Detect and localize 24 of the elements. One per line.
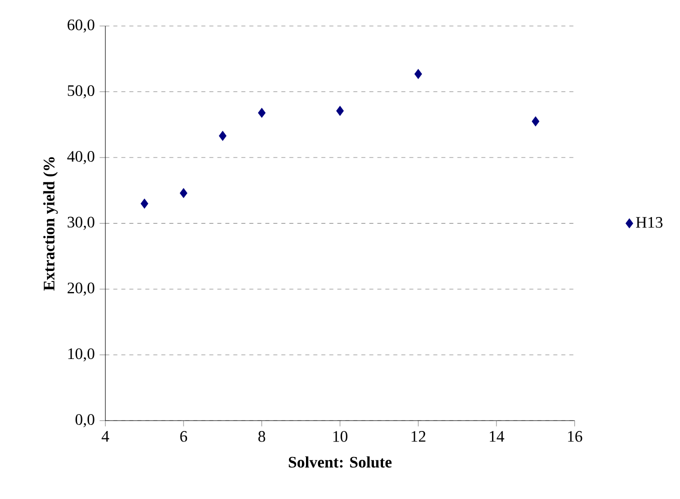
x-axis-title: Solvent: Solute — [288, 456, 392, 468]
x-tick-label: 6 — [180, 431, 188, 442]
y-tick-label: 20,0 — [68, 282, 94, 296]
y-axis-title: Extraction yield (% — [43, 157, 58, 291]
y-tick-label: 0,0 — [76, 414, 94, 428]
y-tick-label: 60,0 — [68, 20, 94, 33]
x-tick-label: 14 — [490, 431, 504, 442]
point — [180, 188, 188, 198]
y-tick-label: 10,0 — [68, 348, 94, 362]
point — [414, 69, 422, 80]
point — [336, 106, 344, 116]
y-tick-label: 40,0 — [67, 151, 94, 164]
point — [258, 108, 266, 118]
x-tick-label: 12 — [412, 431, 426, 442]
x-tick-label: 4 — [102, 431, 110, 442]
point — [140, 198, 148, 209]
x-tick-label: 8 — [258, 431, 266, 442]
point — [218, 131, 226, 141]
y-tick-label: 30,0 — [68, 216, 94, 230]
x-tick-label: 10 — [333, 431, 348, 442]
x-tick-label: 16 — [568, 431, 582, 442]
legend-label: H13 — [636, 217, 662, 228]
y-tick-label: 50,0 — [68, 85, 94, 98]
point — [532, 116, 540, 126]
